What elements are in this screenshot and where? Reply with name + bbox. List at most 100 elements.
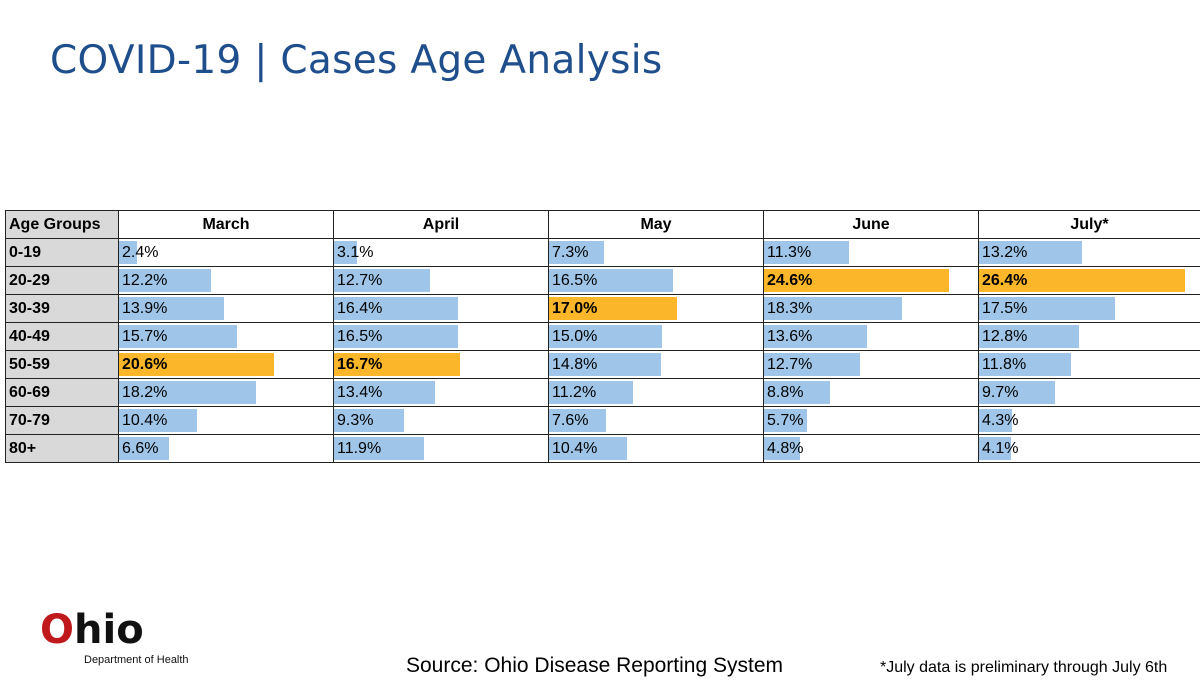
- value-cell: 15.7%: [118, 322, 334, 351]
- age-group-label: 0-19: [5, 238, 119, 267]
- month-header: April: [333, 210, 549, 239]
- data-bar: [334, 297, 458, 320]
- data-bar: [979, 297, 1116, 320]
- value-label: 10.4%: [122, 411, 168, 429]
- logo-letters: hio: [74, 607, 144, 653]
- data-bar: [119, 409, 198, 432]
- data-bar: [334, 437, 424, 460]
- value-label: 13.6%: [767, 327, 813, 345]
- data-bar: [764, 409, 807, 432]
- data-bar: [119, 297, 224, 320]
- value-label: 15.7%: [122, 327, 168, 345]
- value-cell: 12.8%: [978, 322, 1200, 351]
- value-label: 11.9%: [337, 439, 382, 457]
- data-bar: [979, 437, 1011, 460]
- month-header: May: [548, 210, 764, 239]
- value-label: 5.7%: [767, 411, 804, 429]
- data-bar: [764, 297, 902, 320]
- value-cell: 9.7%: [978, 378, 1200, 407]
- value-cell: 11.3%: [763, 238, 979, 267]
- value-label: 16.4%: [337, 299, 383, 317]
- value-label: 11.8%: [982, 355, 1027, 373]
- value-cell: 17.0%: [548, 294, 764, 323]
- data-bar: [119, 437, 169, 460]
- age-analysis-table: Age Groups March April May June July* 0-19 2.…: [5, 210, 1200, 463]
- highlight-bar: [979, 269, 1185, 292]
- data-bar: [549, 409, 607, 432]
- data-bar: [764, 241, 850, 264]
- value-label: 10.4%: [552, 439, 598, 457]
- value-cell: 24.6%: [763, 266, 979, 295]
- value-label: 8.8%: [767, 383, 804, 401]
- value-label: 9.7%: [982, 383, 1019, 401]
- value-cell: 13.4%: [333, 378, 549, 407]
- preliminary-note: *July data is preliminary through July 6…: [880, 659, 1168, 676]
- data-bar: [764, 325, 867, 348]
- value-cell: 11.8%: [978, 350, 1200, 379]
- value-label: 4.8%: [767, 439, 804, 457]
- value-cell: 10.4%: [118, 406, 334, 435]
- table-row: 80+ 6.6% 11.9% 10.4% 4.8% 4.1%: [5, 434, 1200, 463]
- age-group-label: 80+: [5, 434, 119, 463]
- data-bar: [549, 269, 674, 292]
- value-cell: 13.6%: [763, 322, 979, 351]
- value-cell: 13.9%: [118, 294, 334, 323]
- value-label: 26.4%: [982, 271, 1028, 289]
- highlight-bar: [119, 353, 275, 376]
- data-bar: [979, 381, 1055, 404]
- value-cell: 26.4%: [978, 266, 1200, 295]
- value-cell: 20.6%: [118, 350, 334, 379]
- data-bar: [549, 381, 634, 404]
- value-label: 14.8%: [552, 355, 598, 373]
- table-row: 40-49 15.7% 16.5% 15.0% 13.6% 12.8%: [5, 322, 1200, 351]
- data-bar: [764, 353, 860, 376]
- month-header: July*: [978, 210, 1200, 239]
- value-label: 7.6%: [552, 411, 589, 429]
- value-label: 16.5%: [552, 271, 598, 289]
- age-groups-header: Age Groups: [5, 210, 119, 239]
- page-title: COVID-19 | Cases Age Analysis: [50, 38, 663, 83]
- logo-letter-o: O: [40, 607, 75, 653]
- data-bar: [549, 241, 605, 264]
- value-cell: 8.8%: [763, 378, 979, 407]
- value-label: 12.8%: [982, 327, 1028, 345]
- value-label: 9.3%: [337, 411, 374, 429]
- highlight-bar: [334, 353, 460, 376]
- table-row: 20-29 12.2% 12.7% 16.5% 24.6% 26.4%: [5, 266, 1200, 295]
- data-bar: [764, 381, 831, 404]
- value-label: 11.2%: [552, 383, 597, 401]
- value-cell: 15.0%: [548, 322, 764, 351]
- value-cell: 4.8%: [763, 434, 979, 463]
- value-label: 20.6%: [122, 355, 168, 373]
- value-label: 18.2%: [122, 383, 168, 401]
- value-cell: 5.7%: [763, 406, 979, 435]
- source-note: Source: Ohio Disease Reporting System: [406, 654, 784, 677]
- value-cell: 18.2%: [118, 378, 334, 407]
- value-label: 12.2%: [122, 271, 168, 289]
- value-label: 13.2%: [982, 243, 1028, 261]
- value-cell: 18.3%: [763, 294, 979, 323]
- value-label: 15.0%: [552, 327, 598, 345]
- value-label: 11.3%: [767, 243, 812, 261]
- value-cell: 9.3%: [333, 406, 549, 435]
- value-cell: 4.3%: [978, 406, 1200, 435]
- value-cell: 11.9%: [333, 434, 549, 463]
- value-label: 13.4%: [337, 383, 383, 401]
- data-bar: [979, 409, 1013, 432]
- value-label: 3.1%: [337, 243, 374, 261]
- value-label: 2.4%: [122, 243, 159, 261]
- highlight-bar: [764, 269, 950, 292]
- table-row: 50-59 20.6% 16.7% 14.8% 12.7% 11.8%: [5, 350, 1200, 379]
- age-group-label: 50-59: [5, 350, 119, 379]
- value-label: 7.3%: [552, 243, 589, 261]
- value-label: 13.9%: [122, 299, 168, 317]
- value-cell: 16.4%: [333, 294, 549, 323]
- value-cell: 11.2%: [548, 378, 764, 407]
- data-bar: [549, 325, 663, 348]
- value-cell: 7.3%: [548, 238, 764, 267]
- value-label: 16.5%: [337, 327, 383, 345]
- header-row: Age Groups March April May June July*: [5, 210, 1200, 239]
- value-cell: 17.5%: [978, 294, 1200, 323]
- age-group-label: 40-49: [5, 322, 119, 351]
- value-cell: 7.6%: [548, 406, 764, 435]
